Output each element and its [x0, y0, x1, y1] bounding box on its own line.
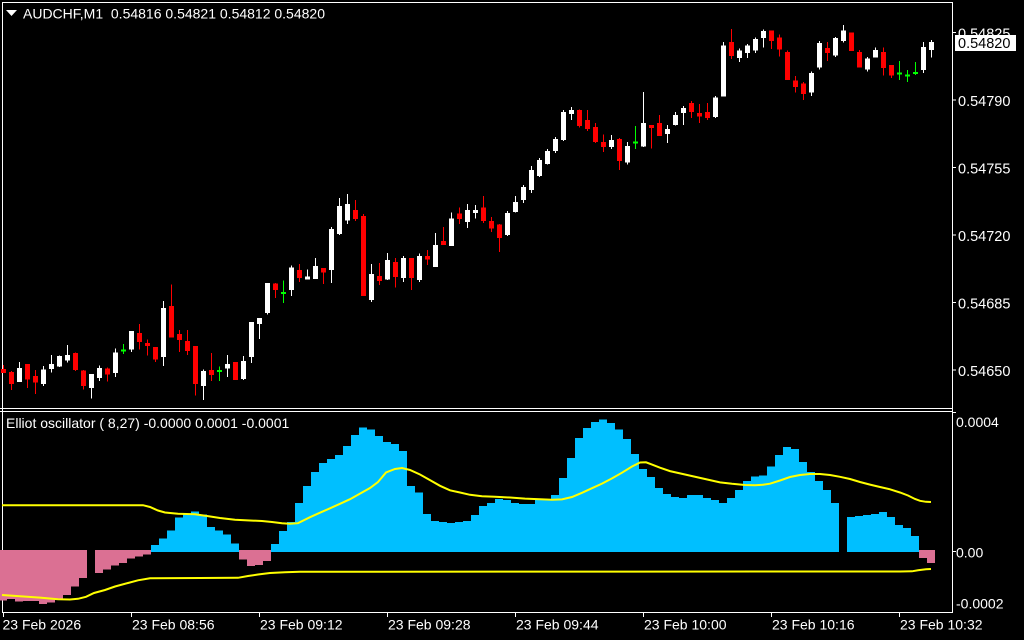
svg-text:-0.0002: -0.0002 — [956, 596, 1004, 612]
svg-text:0.54790: 0.54790 — [958, 94, 1010, 110]
svg-text:23 Feb 08:56: 23 Feb 08:56 — [132, 617, 215, 633]
svg-text:0.54650: 0.54650 — [958, 364, 1010, 380]
svg-text:0.54755: 0.54755 — [958, 162, 1010, 178]
svg-text:AUDCHF,M1 0.54816 0.54821 0.5: AUDCHF,M1 0.54816 0.54821 0.54812 0.5482… — [23, 6, 325, 22]
svg-text:Elliot oscillator ( 8,27) -0.0: Elliot oscillator ( 8,27) -0.0000 0.0001… — [6, 415, 289, 431]
svg-text:23 Feb 09:28: 23 Feb 09:28 — [388, 617, 471, 633]
svg-text:0.00: 0.00 — [956, 545, 983, 561]
svg-text:0.54685: 0.54685 — [958, 297, 1010, 313]
svg-text:0.0004: 0.0004 — [956, 414, 999, 430]
svg-text:0.54820: 0.54820 — [958, 36, 1010, 52]
svg-text:23 Feb 10:16: 23 Feb 10:16 — [772, 617, 855, 633]
svg-text:23 Feb 09:12: 23 Feb 09:12 — [260, 617, 343, 633]
svg-text:0.54720: 0.54720 — [958, 229, 1010, 245]
svg-text:23 Feb 09:44: 23 Feb 09:44 — [516, 617, 599, 633]
svg-text:23 Feb 2026: 23 Feb 2026 — [3, 617, 82, 633]
svg-text:23 Feb 10:32: 23 Feb 10:32 — [900, 617, 983, 633]
svg-text:23 Feb 10:00: 23 Feb 10:00 — [644, 617, 727, 633]
